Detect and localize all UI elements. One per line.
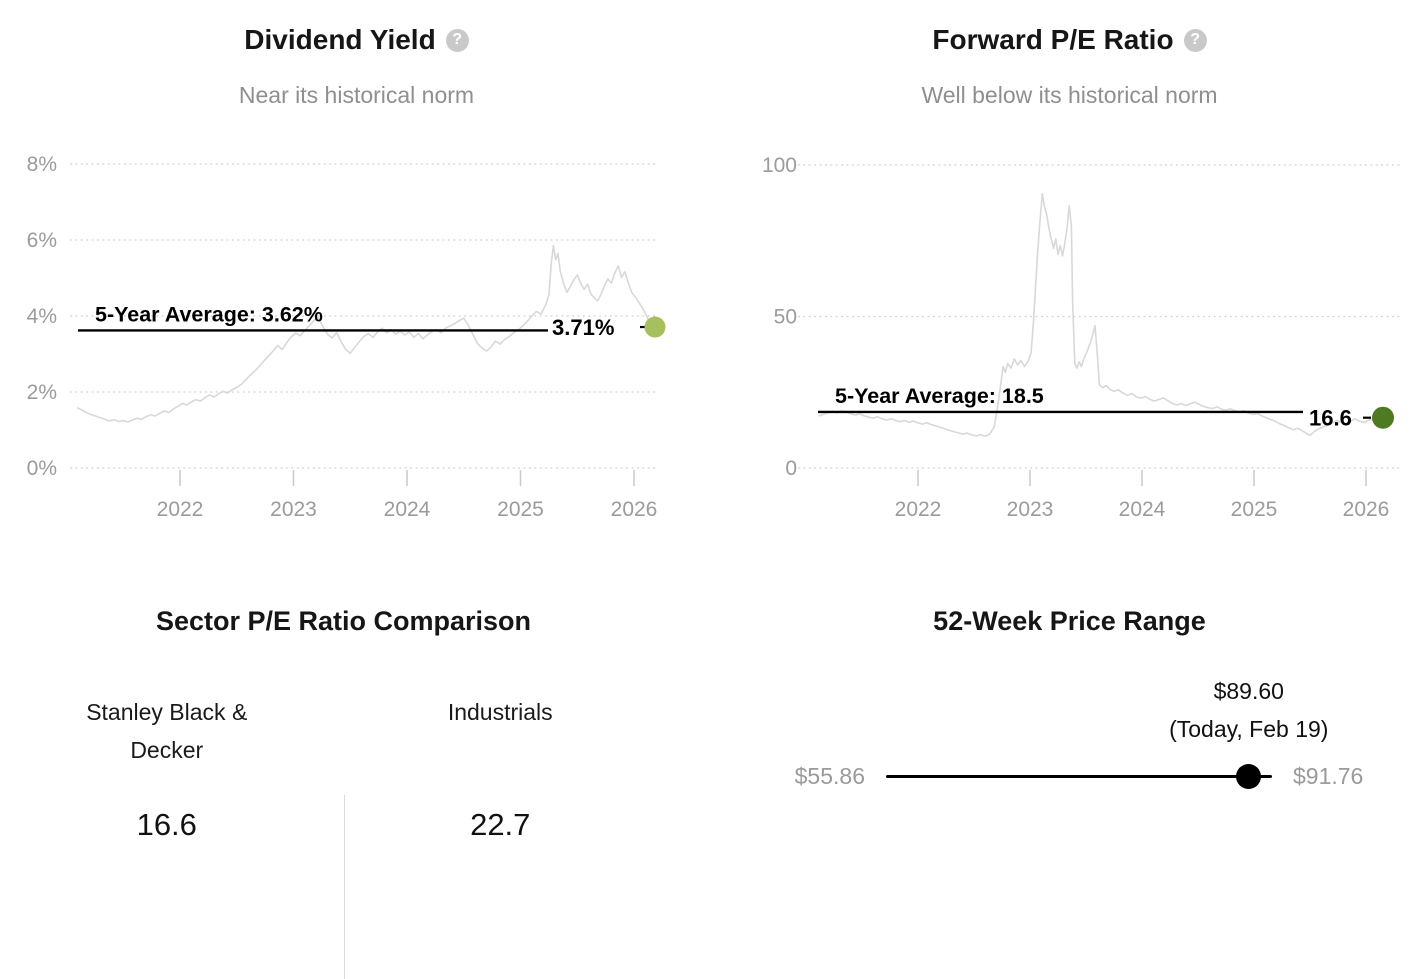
svg-text:2026: 2026 [1343,498,1390,521]
range-low-label: $55.86 [794,763,865,789]
svg-text:100: 100 [762,154,797,177]
svg-text:6%: 6% [27,229,57,252]
svg-text:8%: 8% [27,153,57,176]
help-glyph: ? [1190,31,1200,48]
company-name: Stanley Black & Decker [86,699,248,763]
svg-text:16.6: 16.6 [1309,406,1352,431]
chart-subtitle: Near its historical norm [238,82,475,108]
sector-pe-comparison-section: Sector P/E Ratio Comparison Stanley Blac… [0,580,713,979]
forward-pe-section: 100 50 0 2022 2023 2024 2025 2026 5-Year Average… [713,0,1426,575]
help-glyph: ? [452,31,463,48]
svg-text:0: 0 [785,457,797,480]
svg-text:2026: 2026 [611,498,658,521]
svg-text:2023: 2023 [270,498,317,521]
svg-text:5-Year Average: 3.62%: 5-Year Average: 3.62% [95,302,323,326]
dividend-yield-chart[interactable]: 8% 6% 4% 2% 0% 2022 2023 2024 2025 2026 5-Year Ave… [0,0,713,560]
page-title: Dividend Yield [244,24,436,55]
page-title: Forward P/E Ratio [932,24,1174,55]
price-range-widget: $89.60 (Today, Feb 19) $55.86 $91.76 [713,580,1426,868]
sector-comparison-table: Stanley Black & Decker 16.6 Industrials … [0,693,713,979]
company-pe-value: 16.6 [136,807,197,842]
sector-column-industry: Industrials 22.7 [334,693,668,843]
current-price-dot[interactable] [1236,764,1262,789]
section-title: 52-Week Price Range [933,606,1206,636]
chart-header: Dividend Yield ? [0,24,713,56]
column-divider [344,795,345,979]
svg-text:4%: 4% [27,305,57,328]
sector-column-company: Stanley Black & Decker 16.6 [0,693,334,843]
question-mark-icon[interactable]: ? [445,28,469,52]
current-price-date: (Today, Feb 19) [1169,716,1329,742]
chart-header: Forward P/E Ratio ? [713,24,1426,56]
svg-text:2%: 2% [27,381,57,404]
svg-text:2022: 2022 [895,498,942,521]
dividend-yield-section: 8% 6% 4% 2% 0% 2022 2023 2024 2025 2026 5-Year Ave… [0,0,713,575]
section-title: Sector P/E Ratio Comparison [155,606,532,636]
industry-name: Industrials [447,699,553,725]
price-range-section: 52-Week Price Range $89.60 (Today, Feb 1… [713,580,1426,868]
current-price-label: $89.60 [1213,678,1284,704]
industry-pe-value: 22.7 [470,807,531,842]
svg-text:2025: 2025 [497,498,544,521]
svg-text:3.71%: 3.71% [552,315,614,340]
svg-text:2025: 2025 [1231,498,1278,521]
svg-text:0%: 0% [27,457,57,480]
svg-text:2024: 2024 [1119,498,1166,521]
svg-text:2022: 2022 [157,498,204,521]
chart-subtitle: Well below its historical norm [921,82,1218,108]
forward-pe-chart[interactable]: 100 50 0 2022 2023 2024 2025 2026 5-Year Average… [713,0,1426,560]
svg-text:50: 50 [774,306,797,329]
svg-text:5-Year Average: 18.5: 5-Year Average: 18.5 [835,384,1044,408]
range-high-label: $91.76 [1293,763,1364,789]
question-mark-icon[interactable]: ? [1183,28,1207,52]
svg-text:2024: 2024 [384,498,431,521]
svg-text:2023: 2023 [1007,498,1054,521]
range-track [886,775,1272,778]
